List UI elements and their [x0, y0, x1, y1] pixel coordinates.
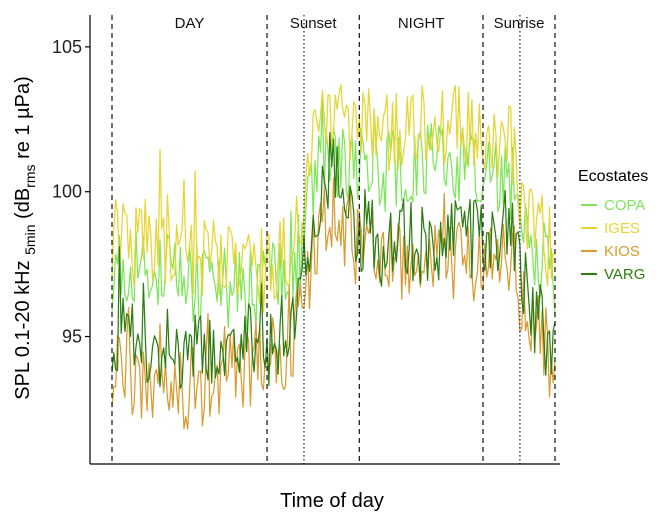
- period-label: Sunset: [290, 15, 338, 32]
- period-label: NIGHT: [398, 15, 445, 32]
- y-axis-title: SPL 0.1-20 kHz 5min (dBrms re 1 µPa): [12, 76, 38, 400]
- y-axis-ticks: 95 100 105: [52, 37, 90, 347]
- y-title-suffix: re 1 µPa): [12, 76, 34, 159]
- x-axis-title: Time of day: [280, 490, 384, 512]
- legend-label-iges: IGES: [604, 220, 640, 237]
- legend-label-varg: VARG: [604, 266, 645, 283]
- legend: COPA IGES KIOS VARG: [581, 197, 645, 283]
- series-line-varg: [111, 131, 556, 390]
- y-title-sub2: rms: [22, 164, 38, 187]
- period-boundaries: [111, 15, 556, 464]
- y-tick-label: 105: [52, 37, 82, 57]
- legend-label-copa: COPA: [604, 197, 645, 214]
- period-label: Sunrise: [494, 15, 545, 32]
- y-title-mid: (dB: [12, 188, 34, 219]
- series-line-kios: [111, 177, 556, 430]
- y-tick-label: 100: [52, 182, 82, 202]
- series-line-iges: [111, 83, 556, 313]
- y-title-prefix: SPL 0.1-20 kHz: [12, 260, 34, 399]
- period-labels: DAY Sunset NIGHT Sunrise: [175, 15, 545, 32]
- legend-title: Ecostates: [578, 168, 648, 185]
- series-layer: [111, 83, 556, 430]
- legend-label-kios: KIOS: [604, 243, 640, 260]
- y-tick-label: 95: [62, 327, 82, 347]
- period-label: DAY: [175, 15, 205, 32]
- y-title-sub1: 5min: [22, 225, 38, 255]
